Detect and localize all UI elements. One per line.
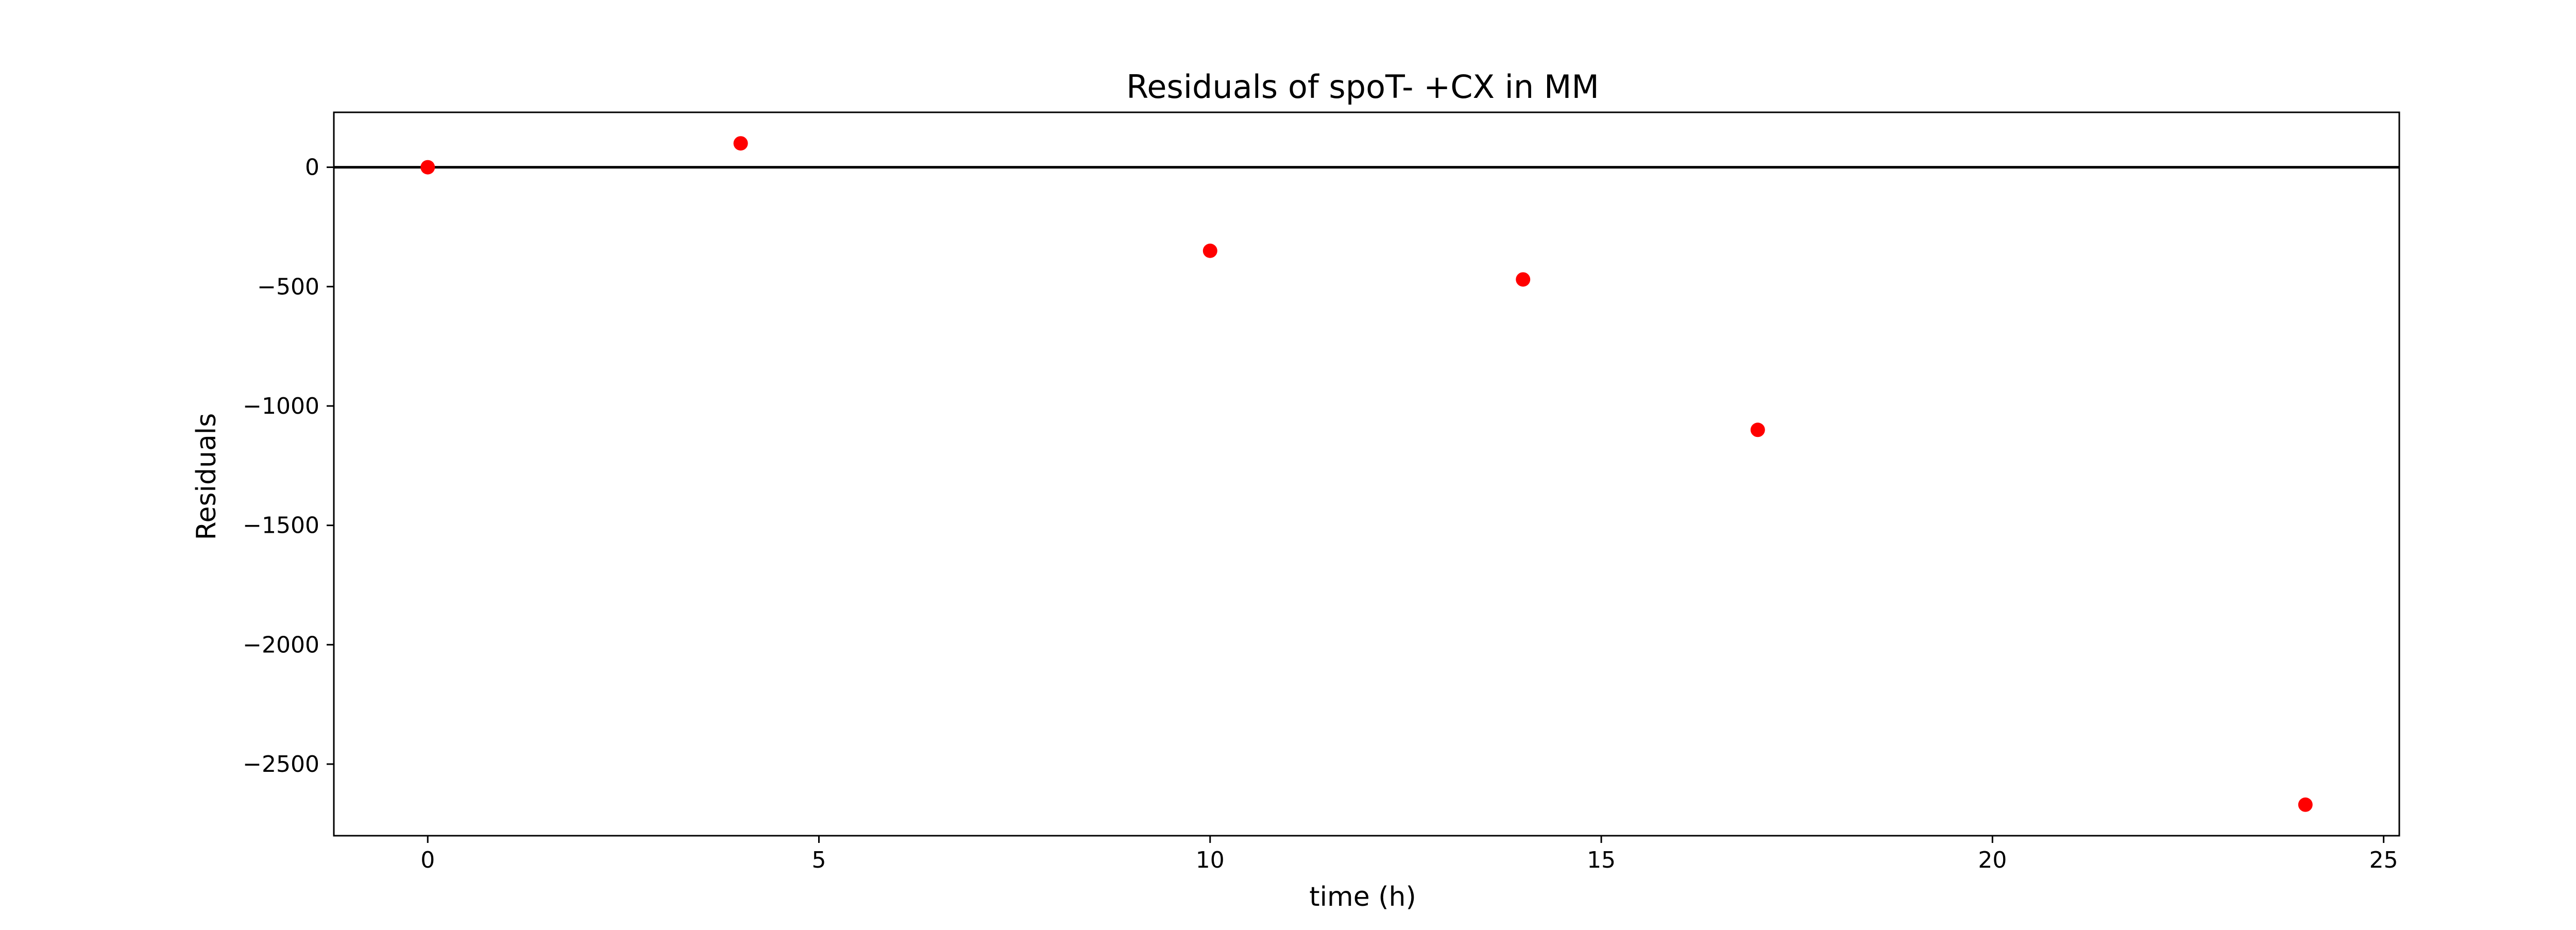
- chart-title: Residuals of spoT- +CX in MM: [1126, 68, 1599, 106]
- y-tick-label: 0: [305, 155, 319, 181]
- x-tick-label: 20: [1978, 847, 2007, 873]
- y-tick-label: −1000: [243, 393, 319, 419]
- x-tick-label: 25: [2369, 847, 2398, 873]
- x-tick-label: 5: [812, 847, 826, 873]
- y-tick-label: −2500: [243, 751, 319, 777]
- data-point: [420, 160, 435, 175]
- x-tick-label: 10: [1196, 847, 1225, 873]
- data-point: [733, 136, 748, 151]
- data-point: [2298, 797, 2313, 812]
- y-tick-label: −2000: [243, 632, 319, 658]
- x-tick-label: 15: [1587, 847, 1616, 873]
- data-point: [1750, 422, 1765, 437]
- data-point: [1202, 243, 1217, 258]
- x-tick-label: 0: [420, 847, 435, 873]
- y-tick-label: −1500: [243, 513, 319, 539]
- x-axis-label: time (h): [1309, 882, 1416, 912]
- y-tick-label: −500: [257, 274, 319, 300]
- y-axis-label: Residuals: [191, 413, 222, 540]
- data-point: [1516, 272, 1531, 287]
- plot-frame: [333, 111, 2400, 837]
